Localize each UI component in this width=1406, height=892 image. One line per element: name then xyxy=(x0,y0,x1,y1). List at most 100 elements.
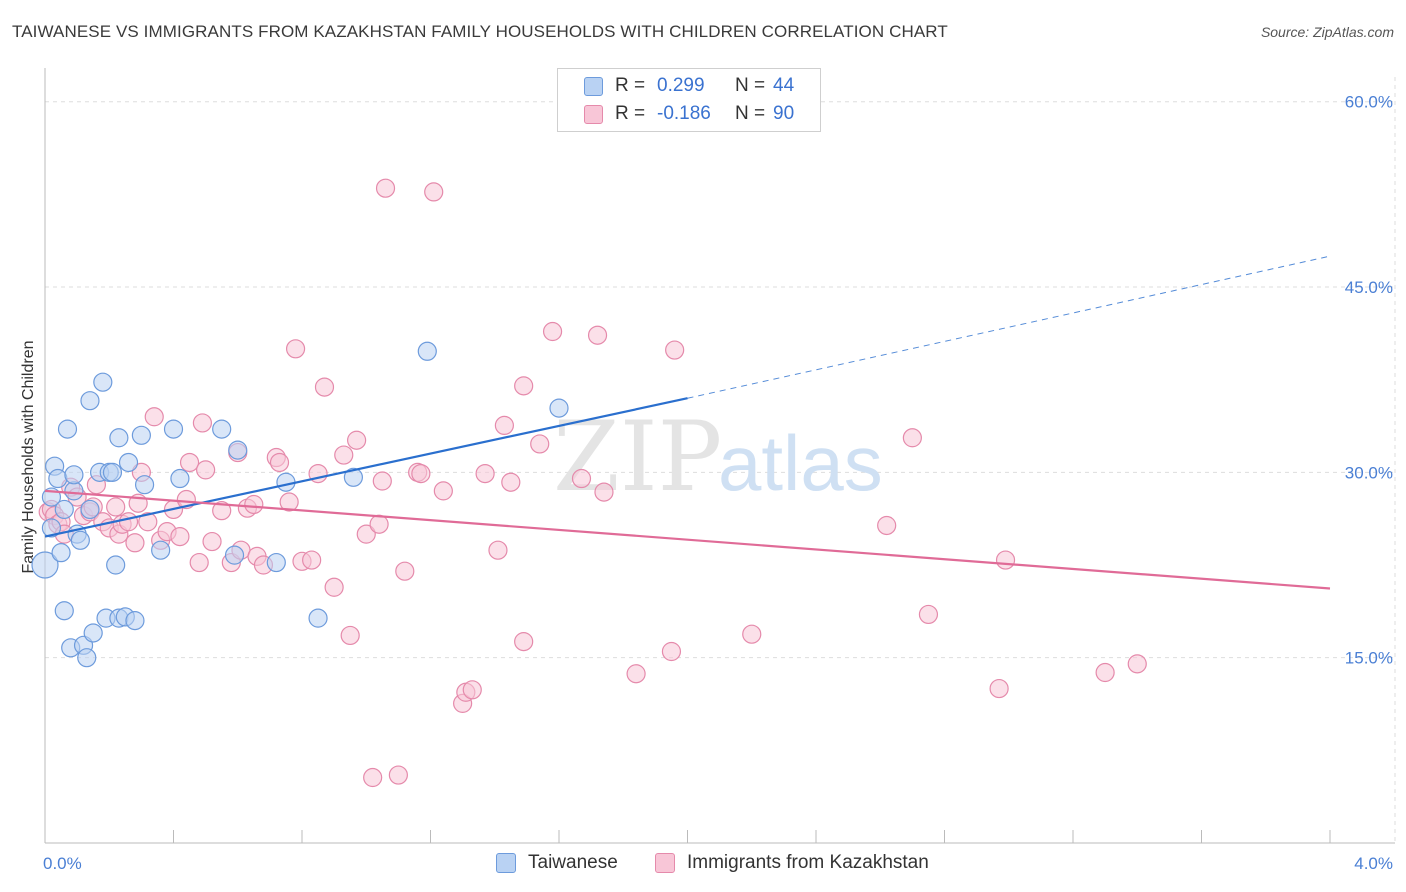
n-label: N = xyxy=(735,103,766,124)
kazakhstan-point xyxy=(1127,654,1147,674)
kazakhstan-point xyxy=(475,463,495,484)
kazakhstan-point xyxy=(340,625,360,646)
taiwanese-trend-line xyxy=(44,397,688,538)
kazakhstan-point xyxy=(375,178,396,198)
n-value: 90 xyxy=(773,103,795,124)
kazakhstan-point xyxy=(144,407,164,427)
taiwanese-point xyxy=(93,372,113,392)
y-tick-labels: 15.0% 30.0% 45.0% 60.0% xyxy=(1345,93,1393,668)
taiwanese-point xyxy=(212,419,232,439)
kazakhstan-point xyxy=(189,552,209,573)
legend-item-kazakhstan[interactable]: Immigrants from Kazakhstan xyxy=(655,852,929,874)
x-tick-label: 4.0% xyxy=(1354,854,1393,873)
x-tick-labels: 0.0% 4.0% xyxy=(43,854,1393,873)
chart-title: TAIWANESE VS IMMIGRANTS FROM KAZAKHSTAN … xyxy=(12,22,948,41)
taiwanese-point xyxy=(83,623,103,643)
kazakhstan-point xyxy=(501,472,521,492)
taiwanese-points xyxy=(31,341,569,668)
taiwanese-point xyxy=(57,419,78,439)
kazakhstan-point xyxy=(269,452,290,473)
kazakhstan-point xyxy=(411,463,431,484)
y-tick-label: 15.0% xyxy=(1345,649,1393,668)
kazakhstan-point xyxy=(989,678,1009,699)
r-label: R = xyxy=(615,75,646,96)
kazakhstan-point xyxy=(170,526,190,547)
kazakhstan-trend-line xyxy=(44,489,1331,590)
kazakhstan-point xyxy=(138,512,158,532)
kazakhstan-point xyxy=(285,339,306,359)
legend-label: Immigrants from Kazakhstan xyxy=(687,852,929,873)
kazakhstan-point xyxy=(514,632,534,652)
legend-item-taiwanese[interactable]: Taiwanese xyxy=(496,852,618,874)
kazakhstan-point xyxy=(433,481,453,501)
stats-row-kazakhstan: R = -0.186 N = 90 xyxy=(584,102,794,126)
legend-label: Taiwanese xyxy=(528,852,618,873)
kazakhstan-point xyxy=(877,515,897,536)
taiwanese-point xyxy=(266,552,286,573)
kazakhstan-point xyxy=(324,577,344,597)
taiwanese-point xyxy=(31,551,59,579)
kazakhstan-point xyxy=(587,325,608,345)
kazakhstan-point xyxy=(902,428,922,448)
kazakhstan-swatch xyxy=(584,104,603,124)
taiwanese-point xyxy=(48,468,68,489)
kazakhstan-point xyxy=(1095,662,1115,683)
watermark-zip: ZIP xyxy=(553,401,722,513)
taiwanese-point xyxy=(77,648,97,668)
taiwanese-point xyxy=(64,465,84,485)
y-tick-label: 30.0% xyxy=(1345,463,1393,482)
y-tick-label: 45.0% xyxy=(1345,278,1393,297)
n-label: N = xyxy=(735,75,766,96)
taiwanese-point xyxy=(308,608,328,628)
taiwanese-point xyxy=(106,555,126,575)
kazakhstan-point xyxy=(424,182,444,202)
kazakhstan-point xyxy=(494,415,514,436)
kazakhstan-point xyxy=(212,501,232,521)
r-value: -0.186 xyxy=(657,103,711,124)
taiwanese-point xyxy=(224,545,245,565)
kazakhstan-point xyxy=(192,413,213,433)
taiwanese-point xyxy=(228,440,248,460)
kazakhstan-point xyxy=(395,561,415,581)
watermark-atlas: atlas xyxy=(718,419,883,507)
kazakhstan-point xyxy=(302,550,322,570)
y-axis-label: Family Households with Children xyxy=(20,341,37,574)
r-label: R = xyxy=(615,103,646,124)
kazakhstan-swatch xyxy=(655,853,675,873)
kazakhstan-points xyxy=(38,178,1147,788)
taiwanese-point xyxy=(109,428,129,448)
taiwanese-point xyxy=(163,419,184,439)
kazakhstan-point xyxy=(488,540,508,560)
kazakhstan-point xyxy=(665,340,685,360)
kazakhstan-point xyxy=(244,494,264,515)
kazakhstan-point xyxy=(530,434,550,454)
kazakhstan-point xyxy=(118,512,139,532)
taiwanese-point xyxy=(343,467,363,487)
kazakhstan-point xyxy=(196,460,216,480)
kazakhstan-point xyxy=(279,492,299,512)
kazakhstan-point xyxy=(995,550,1016,570)
kazakhstan-point xyxy=(661,641,682,662)
stats-legend: R = 0.299 N = 44 R = -0.186 N = 90 xyxy=(557,68,821,132)
taiwanese-swatch xyxy=(496,853,516,873)
taiwanese-point xyxy=(70,530,90,550)
kazakhstan-point xyxy=(347,430,367,450)
kazakhstan-point xyxy=(626,664,646,684)
taiwanese-point xyxy=(54,499,74,520)
stats-row-taiwanese: R = 0.299 N = 44 xyxy=(584,74,794,98)
taiwanese-point xyxy=(80,391,100,411)
kazakhstan-point xyxy=(918,604,939,625)
taiwanese-point xyxy=(41,518,62,538)
kazakhstan-point xyxy=(363,767,383,788)
kazakhstan-point xyxy=(462,680,482,700)
kazakhstan-point xyxy=(179,452,200,473)
watermark: ZIP atlas xyxy=(553,401,883,513)
kazakhstan-point xyxy=(125,533,145,553)
kazakhstan-point xyxy=(388,765,408,785)
series-legend: Taiwanese Immigrants from Kazakhstan xyxy=(0,852,1406,878)
r-value: 0.299 xyxy=(657,75,705,96)
source-label: Source: ZipAtlas.com xyxy=(1260,24,1394,40)
kazakhstan-point xyxy=(742,624,762,644)
taiwanese-swatch xyxy=(584,76,603,96)
taiwanese-point xyxy=(80,499,100,520)
